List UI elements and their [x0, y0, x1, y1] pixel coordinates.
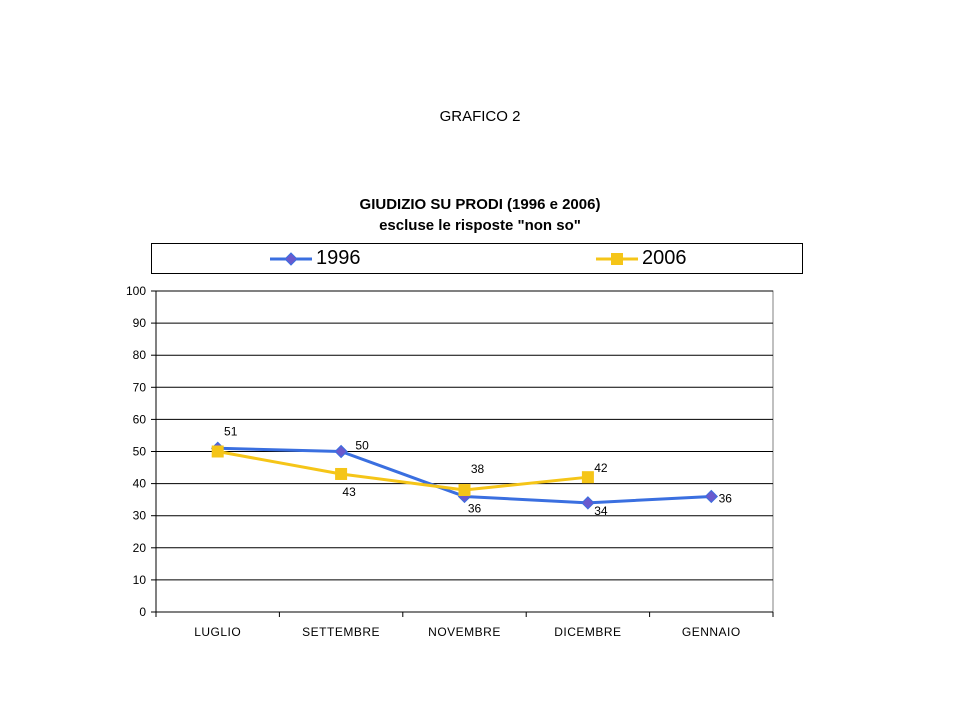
y-tick-label: 70 — [133, 380, 147, 394]
data-label-1996-settembre: 50 — [355, 439, 369, 453]
y-tick-label: 60 — [133, 412, 147, 426]
data-label-2006-dicembre: 42 — [594, 461, 608, 475]
legend-label-2006: 2006 — [642, 247, 687, 269]
data-label-1996-luglio: 51 — [224, 424, 238, 438]
marker-1996-gennaio — [704, 489, 719, 504]
data-label-1996-novembre: 36 — [468, 501, 482, 515]
chart-legend: 1996 2006 — [151, 243, 803, 274]
x-tick-label: GENNAIO — [682, 625, 741, 639]
marker-2006-settembre — [335, 467, 348, 480]
chart-title: GIUDIZIO SU PRODI (1996 e 2006) escluse … — [0, 194, 960, 236]
y-tick-label: 0 — [139, 605, 146, 619]
y-tick-label: 40 — [133, 477, 147, 491]
marker-2006-luglio — [211, 445, 224, 458]
legend-swatch-2006 — [596, 253, 638, 265]
x-tick-label: NOVEMBRE — [428, 625, 501, 639]
data-label-2006-novembre: 38 — [471, 462, 485, 476]
y-tick-label: 90 — [133, 316, 147, 330]
legend-swatch-1996 — [270, 252, 312, 266]
data-label-2006-settembre: 43 — [342, 485, 356, 499]
y-tick-label: 50 — [133, 445, 147, 459]
series-line-2006 — [217, 450, 589, 492]
legend-label-1996: 1996 — [316, 247, 361, 269]
marker-1996-settembre — [334, 444, 348, 459]
y-tick-label: 80 — [133, 348, 147, 362]
legend-item-1996: 1996 — [270, 244, 361, 273]
y-tick-label: 10 — [133, 573, 147, 587]
x-tick-label: LUGLIO — [194, 625, 241, 639]
y-tick-label: 30 — [133, 509, 147, 523]
legend-item-2006: 2006 — [596, 244, 687, 273]
marker-2006-dicembre — [581, 471, 594, 484]
data-label-1996-gennaio: 36 — [719, 491, 733, 505]
marker-2006-novembre — [458, 484, 471, 497]
y-tick-label: 100 — [126, 284, 146, 298]
page-heading: GRAFICO 2 — [439, 108, 521, 125]
chart-title-line2: escluse le risposte "non so" — [379, 217, 581, 234]
chart-title-line1: GIUDIZIO SU PRODI (1996 e 2006) — [359, 196, 601, 213]
data-label-1996-dicembre: 34 — [594, 504, 608, 518]
x-tick-label: DICEMBRE — [554, 625, 621, 639]
y-tick-label: 20 — [133, 541, 147, 555]
x-tick-label: SETTEMBRE — [302, 625, 380, 639]
marker-1996-dicembre — [581, 496, 595, 510]
